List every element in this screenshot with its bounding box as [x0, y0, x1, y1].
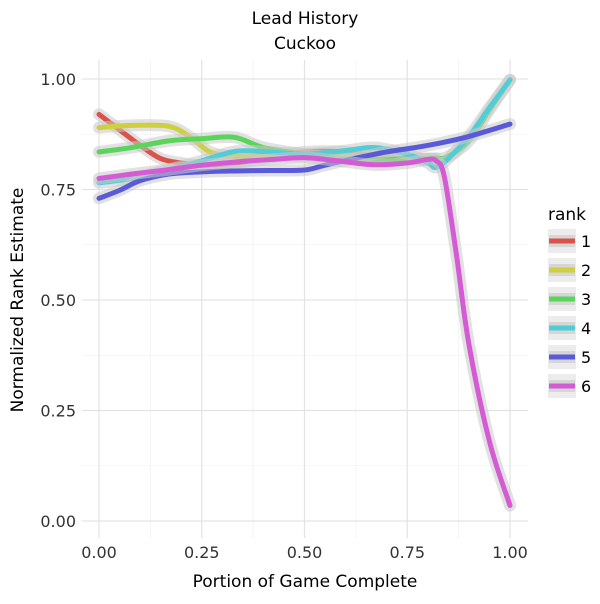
legend-label: 2 [581, 261, 591, 280]
x-tick-label: 0.00 [81, 543, 117, 562]
legend-label: 6 [581, 377, 591, 396]
y-tick-label: 1.00 [40, 70, 76, 89]
legend-item-6: 6 [548, 374, 591, 398]
legend-label: 3 [581, 290, 591, 309]
legend-item-1: 1 [548, 229, 591, 253]
tick-labels: 0.00 0.25 0.50 0.75 1.00 0.00 0.25 0.50 0.75 1.00 [40, 70, 527, 562]
series-line-5 [96, 121, 513, 201]
series-layer [93, 73, 516, 512]
y-tick-label: 0.75 [40, 181, 76, 200]
legend-item-5: 5 [548, 345, 591, 369]
legend-item-3: 3 [548, 287, 591, 311]
chart-title: Lead History [252, 9, 359, 29]
x-tick-label: 1.00 [492, 543, 528, 562]
y-tick-label: 0.25 [40, 402, 76, 421]
y-tick-label: 0.00 [40, 512, 76, 531]
y-tick-label: 0.50 [40, 291, 76, 310]
chart-subtitle: Cuckoo [274, 34, 336, 54]
legend-label: 1 [581, 232, 591, 251]
legend-item-4: 4 [548, 316, 591, 340]
x-axis-title: Portion of Game Complete [193, 572, 418, 592]
legend-title: rank [548, 205, 586, 225]
series-line-6 [96, 155, 513, 509]
legend-label: 4 [581, 319, 591, 338]
legend-item-2: 2 [548, 258, 591, 282]
x-tick-label: 0.25 [184, 543, 220, 562]
y-axis-title: Normalized Rank Estimate [8, 188, 28, 413]
legend-label: 5 [581, 348, 591, 367]
x-tick-label: 0.50 [287, 543, 323, 562]
x-tick-label: 0.75 [389, 543, 425, 562]
legend: rank 1 2 3 4 5 6 [548, 205, 591, 398]
